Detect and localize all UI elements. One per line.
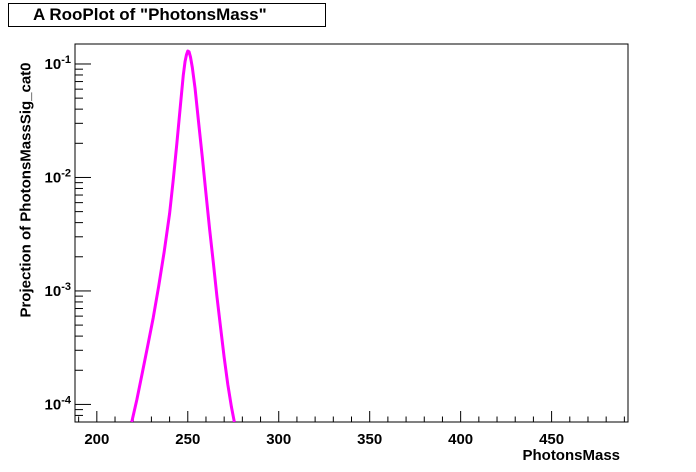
- x-axis-label: PhotonsMass: [522, 447, 620, 464]
- series-line: [130, 49, 236, 422]
- x-tick-label: 250: [175, 431, 200, 448]
- x-tick-label: 350: [357, 431, 382, 448]
- x-tick-label: 200: [84, 431, 109, 448]
- plot-frame: [74, 43, 629, 423]
- y-tick-label: 10-3: [45, 281, 71, 300]
- x-tick-label: 300: [266, 431, 291, 448]
- y-axis: 10-1 10-2 10-3 10-4: [45, 54, 91, 423]
- y-tick-label: 10-2: [45, 167, 71, 186]
- chart-title: A RooPlot of "PhotonsMass": [8, 3, 326, 27]
- y-axis-label: Projection of PhotonsMassSig_cat0: [17, 62, 35, 318]
- x-tick-label: 400: [448, 431, 473, 448]
- y-tick-label: 10-4: [45, 394, 72, 413]
- x-axis: 200 250 300 350 400 450: [78, 411, 625, 448]
- x-tick-label: 450: [539, 431, 564, 448]
- y-tick-label: 10-1: [45, 54, 71, 73]
